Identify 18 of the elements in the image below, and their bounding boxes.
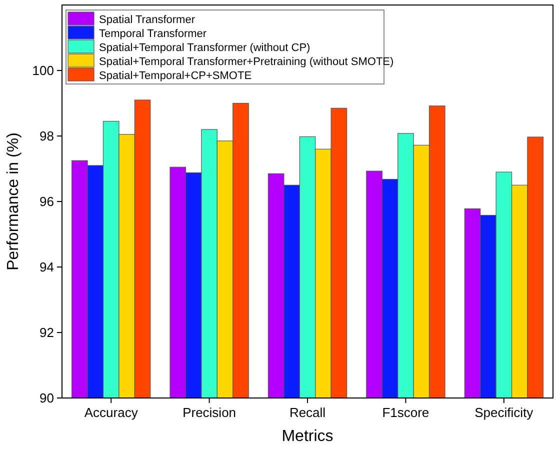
y-tick-label: 98: [40, 128, 54, 144]
legend-label: Spatial+Temporal Transformer+Pretraining (without SMOTE): [99, 56, 394, 68]
y-tick-label: 96: [40, 194, 54, 210]
y-axis-title: Performance in (%): [5, 132, 22, 270]
x-tick-label: Specificity: [474, 405, 534, 420]
legend-label: Spatial Transformer: [99, 14, 196, 26]
x-axis-title: Metrics: [282, 428, 334, 445]
y-tick-label: 90: [40, 390, 54, 406]
x-tick-label: Precision: [182, 405, 236, 420]
legend-label: Spatial+Temporal+CP+SMOTE: [99, 70, 252, 82]
y-tick-label: 100: [32, 63, 54, 78]
x-tick-label: Recall: [289, 405, 326, 420]
x-tick-label: F1score: [382, 405, 430, 420]
legend-label: Temporal Transformer: [99, 28, 207, 40]
y-tick-label: 94: [40, 260, 54, 275]
x-tick-label: Accuracy: [84, 405, 138, 420]
y-tick-label: 92: [40, 325, 54, 340]
legend-label: Spatial+Temporal Transformer (without CP): [99, 42, 310, 54]
